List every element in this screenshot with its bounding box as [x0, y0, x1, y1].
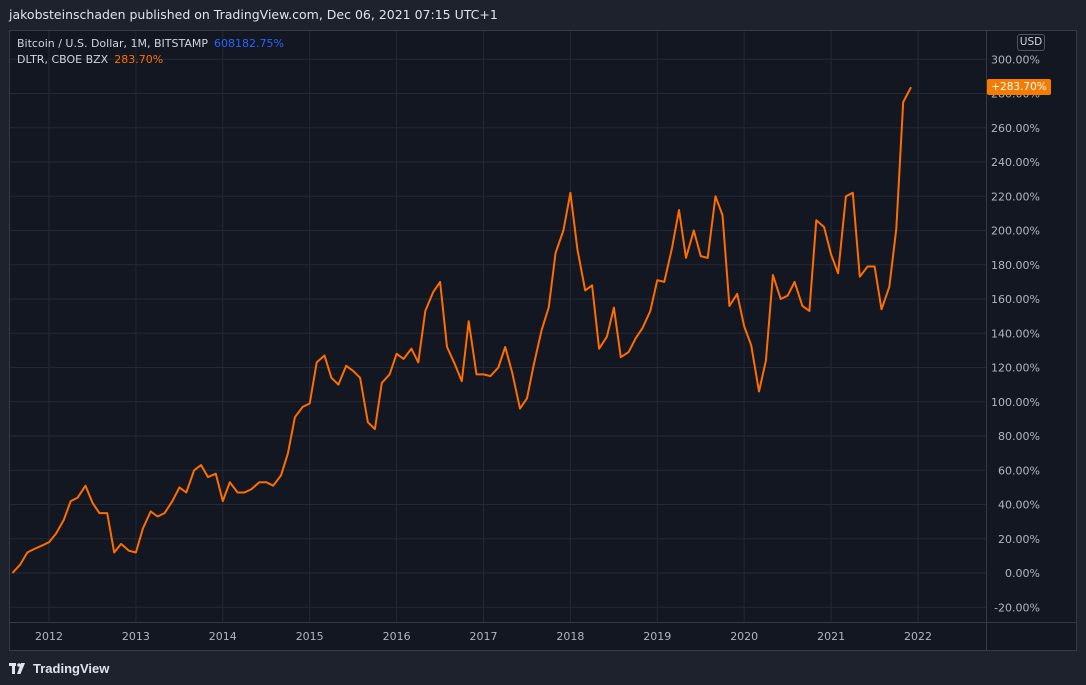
series-line-dltr — [11, 86, 912, 574]
x-tick-label: 2019 — [643, 630, 671, 643]
y-tick-label: 180.00% — [991, 259, 1040, 272]
x-tick-label: 2017 — [470, 630, 498, 643]
tradingview-logo-icon — [9, 662, 25, 674]
legend-compare-series-name: DLTR, CBOE BZX — [17, 53, 109, 66]
y-tick-label: 200.00% — [991, 225, 1040, 238]
tradingview-brand: TradingView — [33, 661, 110, 676]
currency-badge[interactable]: USD — [1017, 34, 1045, 51]
legend-compare-series[interactable]: DLTR, CBOE BZX 283.70% — [17, 53, 163, 66]
y-tick-label: 0.00% — [1005, 567, 1040, 580]
publish-info: jakobsteinschaden published on TradingVi… — [9, 7, 498, 22]
legend-main-series-name: Bitcoin / U.S. Dollar, 1M, BITSTAMP — [17, 37, 209, 50]
y-tick-label: 80.00% — [998, 430, 1040, 443]
x-tick-label: 2021 — [817, 630, 845, 643]
y-tick-label: -20.00% — [994, 601, 1040, 614]
publish-header: jakobsteinschaden published on TradingVi… — [0, 0, 1086, 30]
y-tick-label: 60.00% — [998, 464, 1040, 477]
tradingview-logo[interactable]: TradingView — [9, 661, 109, 676]
last-value-label: +283.70% — [987, 79, 1051, 96]
y-tick-label: 100.00% — [991, 396, 1040, 409]
x-tick-label: 2015 — [296, 630, 324, 643]
y-tick-label: 160.00% — [991, 293, 1040, 306]
footer-bar: TradingView — [0, 651, 1086, 685]
y-tick-label: 40.00% — [998, 499, 1040, 512]
x-tick-label: 2012 — [35, 630, 63, 643]
legend-main-series[interactable]: Bitcoin / U.S. Dollar, 1M, BITSTAMP 60818… — [17, 37, 284, 50]
x-tick-label: 2016 — [383, 630, 411, 643]
x-tick-label: 2014 — [209, 630, 237, 643]
x-tick-label: 2022 — [904, 630, 932, 643]
y-tick-label: 120.00% — [991, 362, 1040, 375]
y-tick-label: 220.00% — [991, 190, 1040, 203]
y-tick-label: 20.00% — [998, 533, 1040, 546]
y-tick-label: 140.00% — [991, 327, 1040, 340]
legend-main-series-value: 608182.75% — [214, 37, 284, 50]
y-tick-label: 300.00% — [991, 53, 1040, 66]
legend-compare-series-value: 283.70% — [114, 53, 164, 66]
y-tick-label: 260.00% — [991, 122, 1040, 135]
y-tick-label: 240.00% — [991, 156, 1040, 169]
x-tick-label: 2020 — [730, 630, 758, 643]
x-tick-label: 2018 — [556, 630, 584, 643]
x-tick-label: 2013 — [122, 630, 150, 643]
chart-pane[interactable] — [9, 30, 1077, 651]
